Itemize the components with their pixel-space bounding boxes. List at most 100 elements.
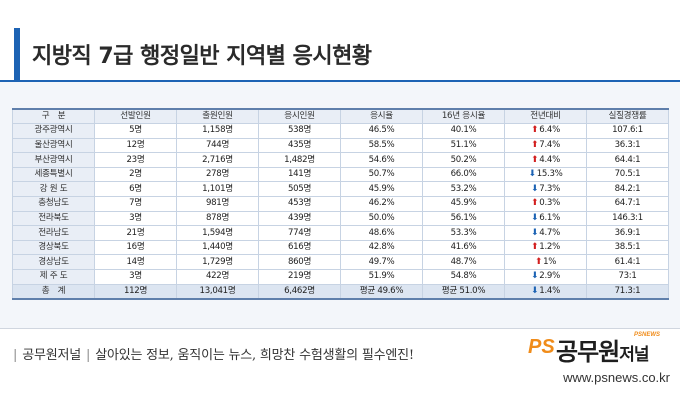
footer-tagline: | 공무원저널 | 살아있는 정보, 움직이는 뉴스, 희망찬 수험생활의 필수엔진! (8, 344, 414, 363)
selected-cell: 3명 (94, 269, 177, 285)
region-cell: 세종특별시 (12, 166, 95, 183)
change-cell: ⬇15.3% (504, 166, 587, 183)
rate16-cell: 45.9% (422, 196, 505, 212)
col-header: 전년대비 (504, 108, 587, 125)
applied-cell: 1,158명 (176, 123, 259, 139)
rate-cell: 58.5% (340, 137, 423, 154)
col-header: 응시인원 (258, 108, 341, 125)
page-title: 지방직 7급 행정일반 지역별 응시현황 (32, 44, 372, 69)
applied-cell: 422명 (176, 269, 259, 285)
tested-cell: 505명 (258, 181, 341, 198)
change-cell: ⬆1% (504, 254, 587, 271)
tested-cell: 774명 (258, 225, 341, 241)
title-divider (0, 80, 680, 82)
col-header: 실질경쟁률 (586, 108, 669, 125)
applied-cell: 278명 (176, 166, 259, 183)
region-cell: 전라남도 (12, 225, 95, 241)
brand-name: 공무원저널 (22, 348, 81, 363)
competition-cell: 71.3:1 (586, 283, 669, 300)
selected-cell: 7명 (94, 196, 177, 212)
competition-cell: 61.4:1 (586, 254, 669, 271)
tested-cell: 453명 (258, 196, 341, 212)
competition-cell: 84.2:1 (586, 181, 669, 198)
tested-cell: 435명 (258, 137, 341, 154)
region-cell: 부산광역시 (12, 152, 95, 168)
logo-wordmark: 공무원저널 (556, 332, 650, 367)
competition-cell: 64.7:1 (586, 196, 669, 212)
footer-divider (0, 328, 680, 329)
tested-cell: 6,462명 (258, 283, 341, 300)
table-row: 전라남도 21명 1,594명 774명 48.6% 53.3% ⬇4.7% 36.9:1 (12, 225, 669, 241)
psnews-logo[interactable]: PS 공무원저널 PSNEWS (528, 332, 674, 368)
region-cell: 충청남도 (12, 196, 95, 212)
table-row: 세종특별시 2명 278명 141명 50.7% 66.0% ⬇15.3% 70.5:1 (12, 166, 669, 183)
selected-cell: 112명 (94, 283, 177, 300)
competition-cell: 73:1 (586, 269, 669, 285)
region-cell: 광주광역시 (12, 123, 95, 139)
tested-cell: 439명 (258, 210, 341, 227)
table-row: 충청남도 7명 981명 453명 46.2% 45.9% ⬆0.3% 64.7:1 (12, 196, 669, 212)
applied-cell: 13,041명 (176, 283, 259, 300)
selected-cell: 16명 (94, 239, 177, 256)
site-url-link[interactable]: www.psnews.co.kr (563, 370, 670, 385)
arrow-down-icon: ⬇ (531, 271, 539, 282)
rate-cell: 50.7% (340, 166, 423, 183)
logo-ps-mark: PS (528, 336, 555, 358)
selected-cell: 2명 (94, 166, 177, 183)
change-cell: ⬇2.9% (504, 269, 587, 285)
tested-cell: 141명 (258, 166, 341, 183)
arrow-down-icon: ⬇ (531, 183, 539, 194)
selected-cell: 21명 (94, 225, 177, 241)
table-row: 제 주 도 3명 422명 219명 51.9% 54.8% ⬇2.9% 73:1 (12, 269, 669, 285)
change-value: 0.3% (539, 198, 560, 209)
region-cell: 총 계 (12, 283, 95, 300)
arrow-down-icon: ⬇ (531, 285, 539, 296)
applied-cell: 1,594명 (176, 225, 259, 241)
footer (0, 328, 680, 402)
change-cell: ⬆0.3% (504, 196, 587, 212)
slogan: 살아있는 정보, 움직이는 뉴스, 희망찬 수험생활의 필수엔진! (95, 348, 414, 363)
rate-cell: 50.0% (340, 210, 423, 227)
competition-cell: 64.4:1 (586, 152, 669, 168)
change-value: 1.4% (539, 285, 560, 296)
rate-cell: 54.6% (340, 152, 423, 168)
competition-cell: 36.9:1 (586, 225, 669, 241)
rate-cell: 45.9% (340, 181, 423, 198)
rate-cell: 51.9% (340, 269, 423, 285)
arrow-up-icon: ⬆ (531, 139, 539, 150)
competition-cell: 38.5:1 (586, 239, 669, 256)
logo-name-tail: 저널 (619, 345, 649, 365)
tested-cell: 860명 (258, 254, 341, 271)
selected-cell: 5명 (94, 123, 177, 139)
change-cell: ⬇7.3% (504, 181, 587, 198)
rate16-cell: 40.1% (422, 123, 505, 139)
selected-cell: 12명 (94, 137, 177, 154)
table-header-row: 구 분 선발인원 출원인원 응시인원 응시율 16년 응시율 전년대비 실질경쟁… (12, 108, 669, 125)
selected-cell: 23명 (94, 152, 177, 168)
separator: | (86, 348, 91, 363)
change-value: 6.1% (539, 212, 560, 223)
rate16-cell: 53.3% (422, 225, 505, 241)
rate16-cell: 54.8% (422, 269, 505, 285)
competition-cell: 146.3:1 (586, 210, 669, 227)
change-cell: ⬇4.7% (504, 225, 587, 241)
logo-tag: PSNEWS (634, 332, 661, 338)
applied-cell: 878명 (176, 210, 259, 227)
selected-cell: 6명 (94, 181, 177, 198)
selected-cell: 3명 (94, 210, 177, 227)
change-cell: ⬇6.1% (504, 210, 587, 227)
arrow-up-icon: ⬆ (531, 198, 539, 209)
arrow-up-icon: ⬆ (531, 125, 539, 136)
change-value: 2.9% (539, 271, 560, 282)
region-cell: 울산광역시 (12, 137, 95, 154)
col-header: 선발인원 (94, 108, 177, 125)
tested-cell: 538명 (258, 123, 341, 139)
table-row: 울산광역시 12명 744명 435명 58.5% 51.1% ⬆7.4% 36.3:1 (12, 137, 669, 154)
change-value: 4.4% (539, 154, 560, 165)
table-row: 부산광역시 23명 2,716명 1,482명 54.6% 50.2% ⬆4.4% 64.4:… (12, 152, 669, 168)
arrow-up-icon: ⬆ (531, 242, 539, 253)
exam-stats-table: 구 분 선발인원 출원인원 응시인원 응시율 16년 응시율 전년대비 실질경쟁… (12, 108, 669, 300)
change-cell: ⬆1.2% (504, 239, 587, 256)
rate16-cell: 56.1% (422, 210, 505, 227)
rate16-cell: 50.2% (422, 152, 505, 168)
